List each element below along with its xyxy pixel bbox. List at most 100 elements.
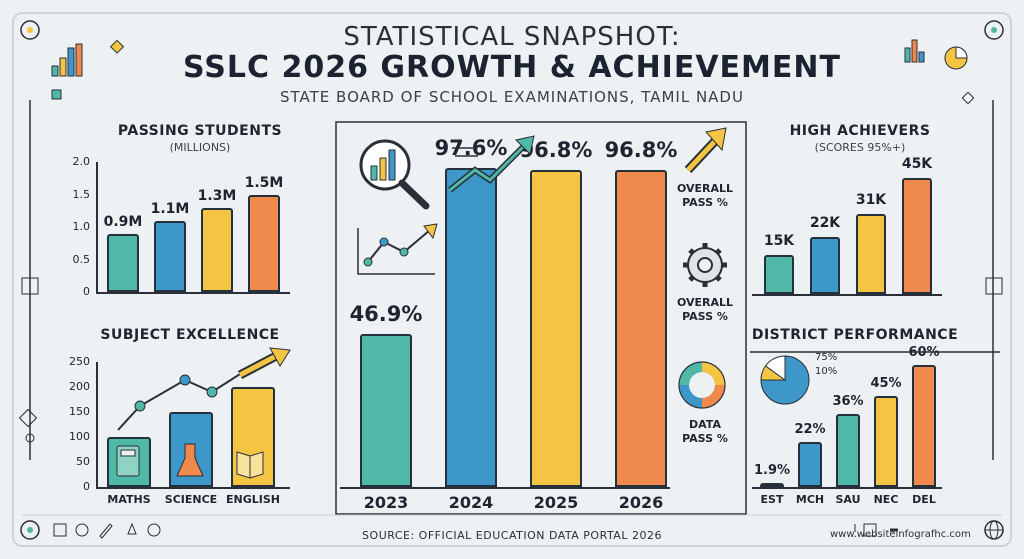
corner-circle-icon xyxy=(20,520,40,540)
passing-y-axis xyxy=(96,162,98,292)
mini-bar-icon xyxy=(59,57,67,77)
district-pie xyxy=(760,355,810,405)
data-pass-label: DATA PASS % xyxy=(682,418,728,445)
header-subtitle: STATE BOARD OF SCHOOL EXAMINATIONS, TAMI… xyxy=(280,88,744,106)
up-arrow-head xyxy=(705,127,727,152)
subject-y-tick: 100 xyxy=(69,430,90,443)
bars-footer-icon xyxy=(863,523,877,537)
passing-value-label: 1.1M xyxy=(150,200,190,217)
diamond-icon xyxy=(18,408,38,428)
district-value-label: 22% xyxy=(794,422,826,438)
main-category-label: 2026 xyxy=(618,493,664,512)
subject-arrow-inner xyxy=(238,352,280,378)
side-chart-icon xyxy=(985,277,1003,295)
donut-outline xyxy=(678,361,726,409)
footer-website[interactable]: www.websiteinfografhc.com xyxy=(830,529,971,540)
subject-category-label: ENGLISH xyxy=(226,493,280,506)
pie-icon-slice xyxy=(955,46,968,59)
district-title: DISTRICT PERFORMANCE xyxy=(751,327,959,343)
passing-y-tick: 0.5 xyxy=(72,252,91,266)
subject-y-tick: 200 xyxy=(69,380,90,393)
district-category-label: EST xyxy=(760,493,784,506)
district-x-axis xyxy=(752,487,942,489)
subject-category-label: SCIENCE xyxy=(164,493,218,506)
achievers-bar xyxy=(856,214,886,294)
header-title: SSLC 2026 GROWTH & ACHIEVEMENT xyxy=(183,50,841,85)
mini-bar-icon xyxy=(51,65,59,77)
infographic-frame xyxy=(12,12,1012,547)
subject-y-tick: 250 xyxy=(69,355,90,368)
overall-pass-label-2: OVERALL PASS % xyxy=(676,296,734,323)
mini-bar-icon xyxy=(67,47,75,77)
chart-footer-icon xyxy=(53,523,67,537)
subject-y-tick: 50 xyxy=(76,455,90,468)
district-bar xyxy=(874,395,898,487)
donut-slice xyxy=(701,384,725,408)
main-category-label: 2023 xyxy=(363,493,409,512)
corner-dot-icon xyxy=(991,27,997,33)
district-pie-label: 75% xyxy=(815,352,838,363)
trend-arrow-head xyxy=(515,135,535,155)
district-value-label: 1.9% xyxy=(753,463,791,479)
side-chart-icon xyxy=(21,277,39,295)
corner-dot-icon xyxy=(27,527,33,533)
diamond-icon xyxy=(961,91,975,105)
district-category-label: NEC xyxy=(873,493,899,506)
passing-bar xyxy=(248,194,280,292)
diamond-icon xyxy=(109,39,125,54)
district-pie-slice xyxy=(760,355,810,405)
up-arrow-inner xyxy=(686,136,720,172)
line-chart-point xyxy=(363,257,373,267)
gear-icon-teeth xyxy=(683,243,727,287)
gear-icon-hub xyxy=(697,257,713,273)
magnifier-bar xyxy=(370,165,378,181)
passing-y-tick: 1.5 xyxy=(72,187,91,201)
globe-footer-icon xyxy=(147,523,161,537)
trend-arrow-icon xyxy=(448,142,528,193)
district-bar xyxy=(836,413,860,487)
dot-icon xyxy=(25,433,35,443)
square-icon xyxy=(51,89,62,100)
main-bar xyxy=(530,170,582,487)
subject-x-axis xyxy=(96,487,290,489)
district-value-label: 60% xyxy=(908,345,940,361)
subject-category-label: MATHS xyxy=(107,493,151,506)
donut-slice xyxy=(679,362,703,386)
line-chart-arrow xyxy=(423,223,438,240)
flask-icon xyxy=(176,443,204,477)
achievers-value-label: 45K xyxy=(901,155,933,172)
main-category-label: 2024 xyxy=(448,493,494,512)
mini-bar-icon xyxy=(75,43,83,77)
district-category-label: DEL xyxy=(912,493,936,506)
district-bar xyxy=(760,483,784,488)
achievers-bar xyxy=(810,237,840,294)
passing-value-label: 1.5M xyxy=(244,174,284,191)
line-chart-icon xyxy=(367,229,431,263)
corner-dot-icon xyxy=(27,27,33,33)
passing-bar xyxy=(107,233,139,292)
subject-arrow-head xyxy=(269,347,291,367)
globe-icon-meridian xyxy=(989,520,999,540)
mini-bar-icon xyxy=(918,51,925,63)
subject-y-tick: 0 xyxy=(83,480,90,493)
line-chart-axes xyxy=(357,228,435,275)
passing-title: PASSING STUDENTS xyxy=(117,123,283,139)
main-bar xyxy=(615,170,667,487)
district-bar xyxy=(798,442,822,487)
line-chart-point xyxy=(399,247,409,257)
mini-bar-icon xyxy=(904,47,911,63)
passing-value-label: 0.9M xyxy=(103,213,143,230)
corner-circle-icon xyxy=(20,20,40,40)
line-chart-point xyxy=(379,237,389,247)
pencil-footer-icon xyxy=(99,523,113,539)
subject-title: SUBJECT EXCELLENCE xyxy=(100,327,280,343)
trend-arrow-inner xyxy=(449,143,527,192)
district-bar xyxy=(912,365,936,487)
achievers-title: HIGH ACHIEVERS xyxy=(789,123,931,139)
subject-y-axis xyxy=(96,362,98,487)
district-value-label: 36% xyxy=(832,393,864,409)
compass-footer-icon xyxy=(127,522,137,535)
achievers-x-axis xyxy=(752,294,942,296)
magnifier-handle xyxy=(398,179,430,210)
